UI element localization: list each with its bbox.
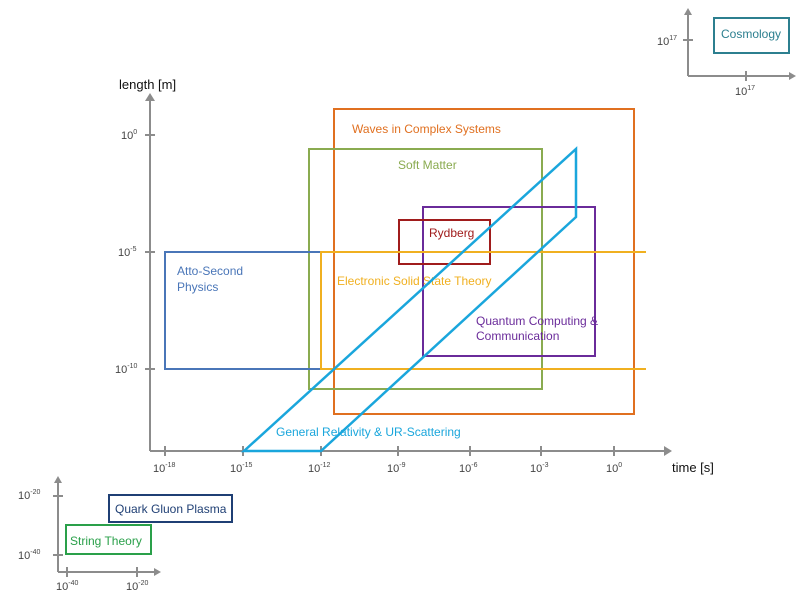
small-x-tick-label: 10-40 xyxy=(56,580,78,593)
soft-matter-region-label: Soft Matter xyxy=(398,158,457,172)
small-x-arrow xyxy=(154,568,161,576)
quantum-region-box xyxy=(422,206,596,357)
x-tick-label: 100 xyxy=(606,462,622,475)
y-tick-label: 10-5 xyxy=(118,246,137,259)
small-y-tick-label: 10-20 xyxy=(18,489,40,502)
waves-region-box xyxy=(333,108,635,415)
string-theory-region-box xyxy=(65,524,152,555)
x-axis-title: time [s] xyxy=(672,460,714,475)
quark-gluon-plasma-region-label: Quark Gluon Plasma xyxy=(115,502,227,516)
cosmology-inset: 1017 1017 Cosmology xyxy=(657,8,796,98)
x-tick-label: 10-12 xyxy=(308,462,330,475)
main-axes: length [m] time [s] 10-18 10-15 10-12 10… xyxy=(115,77,714,475)
y-tick-label: 10-10 xyxy=(115,363,137,376)
quantum-region-label: Quantum Computing & Communication xyxy=(476,314,601,343)
x-axis-arrow xyxy=(664,446,672,456)
y-tick-label: 100 xyxy=(121,129,137,142)
cosmology-region-box xyxy=(713,17,790,54)
small-x-tick-label: 10-20 xyxy=(126,580,148,593)
small-y-arrow xyxy=(54,476,62,483)
atto-second-region-label: Atto-Second Physics xyxy=(177,264,246,294)
electronic-region-band xyxy=(320,251,646,370)
small-y-tick-label: 10-40 xyxy=(18,549,40,562)
cosmology-y-tick-label: 1017 xyxy=(657,35,677,48)
cosmology-x-tick-label: 1017 xyxy=(735,85,755,98)
x-tick-label: 10-15 xyxy=(230,462,252,475)
rydberg-region-box xyxy=(398,219,491,265)
x-tick-label: 10-9 xyxy=(387,462,406,475)
soft-matter-region-box xyxy=(308,148,543,390)
small-scale-inset: 10-20 10-40 10-40 10-20 Quark Gluon Plas… xyxy=(18,476,233,593)
quark-gluon-plasma-region-box xyxy=(108,494,233,523)
cosmology-region-label: Cosmology xyxy=(721,27,781,41)
y-axis-arrow xyxy=(145,93,155,101)
x-tick-label: 10-18 xyxy=(153,462,175,475)
y-axis-title: length [m] xyxy=(119,77,176,92)
rydberg-region-label: Rydberg xyxy=(429,226,474,240)
general-relativity-region-shape xyxy=(240,146,578,453)
string-theory-region-label: String Theory xyxy=(70,534,142,548)
cosmology-y-arrow xyxy=(684,8,692,15)
electronic-region-label: Electronic Solid State Theory xyxy=(337,274,492,288)
x-tick-label: 10-3 xyxy=(530,462,549,475)
x-tick-label: 10-6 xyxy=(459,462,478,475)
waves-region-label: Waves in Complex Systems xyxy=(352,122,501,136)
general-relativity-region-label: General Relativity & UR-Scattering xyxy=(276,425,461,439)
cosmology-x-arrow xyxy=(789,72,796,80)
